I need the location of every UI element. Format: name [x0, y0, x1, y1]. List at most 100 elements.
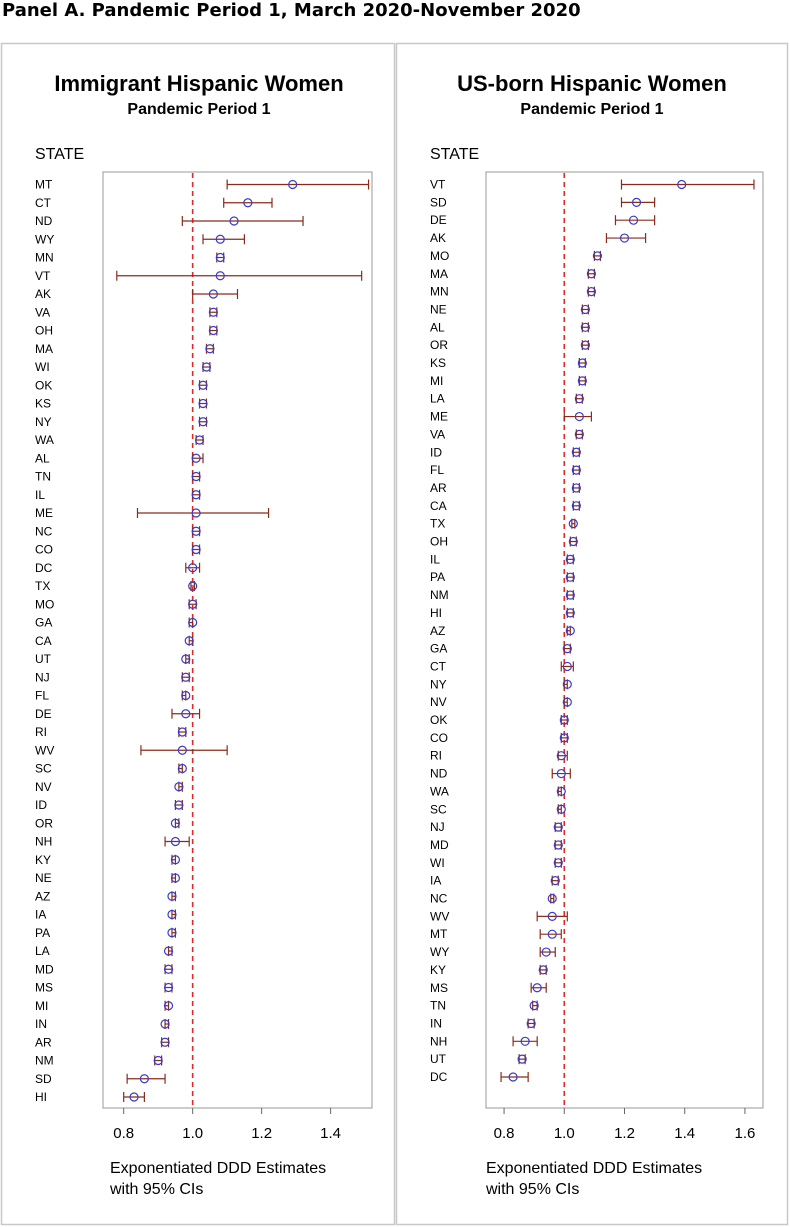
point-estimate [586, 269, 596, 279]
point-estimate [628, 215, 639, 225]
state-label: WI [430, 856, 445, 870]
state-label: IL [430, 552, 440, 566]
figure-box-right [395, 42, 789, 1226]
state-label: AL [430, 320, 445, 334]
state-label: LA [35, 944, 50, 958]
state-label: CO [35, 543, 53, 557]
state-label: NE [430, 302, 447, 316]
point-estimate [631, 197, 642, 207]
point-estimate [571, 447, 581, 457]
point-estimate [556, 751, 566, 761]
state-label: NM [35, 1054, 54, 1068]
x-tick-label: 1.2 [614, 1125, 635, 1142]
state-label: NY [35, 415, 52, 429]
state-label: WY [35, 232, 54, 246]
state-label: NV [35, 780, 52, 794]
point-estimate [559, 715, 569, 725]
point-estimate [205, 344, 215, 354]
point-estimate [188, 617, 198, 628]
point-estimate [568, 536, 578, 547]
state-label: ID [35, 798, 47, 812]
row-header: STATE [430, 146, 479, 163]
state-label: WY [430, 945, 449, 959]
point-estimate [201, 362, 212, 372]
point-estimate [571, 465, 581, 475]
state-label: MN [430, 285, 449, 299]
state-label: SC [430, 802, 447, 816]
state-label: ME [430, 410, 448, 424]
point-estimate [526, 1018, 536, 1029]
state-label: UT [35, 652, 52, 666]
point-estimate [565, 554, 575, 564]
point-estimate [174, 782, 184, 792]
state-label: WV [35, 743, 54, 757]
point-estimate [586, 287, 596, 297]
state-label: OR [35, 816, 53, 830]
state-label: OK [35, 378, 52, 392]
state-label: MI [35, 999, 48, 1013]
state-label: TN [35, 470, 51, 484]
point-estimate [163, 1001, 174, 1011]
state-label: MO [35, 597, 54, 611]
point-estimate [571, 483, 581, 493]
state-label: GA [430, 642, 447, 656]
point-estimate [208, 289, 218, 299]
point-estimate [562, 697, 572, 707]
state-label: HI [35, 1090, 47, 1104]
point-estimate [520, 1036, 530, 1046]
state-label: WI [35, 360, 50, 374]
state-label: AZ [430, 624, 445, 638]
state-label: ID [430, 445, 442, 459]
point-estimate [160, 1037, 170, 1047]
state-label: DC [35, 561, 53, 575]
point-estimate [538, 965, 548, 975]
point-estimate [191, 471, 201, 482]
state-label: FL [35, 689, 49, 703]
state-label: MT [430, 927, 448, 941]
point-estimate [529, 1000, 539, 1011]
state-label: NY [430, 677, 447, 691]
state-label: ND [430, 767, 448, 781]
x-tick-label: 1.4 [320, 1125, 341, 1142]
state-label: ME [35, 506, 53, 520]
state-label: KY [35, 853, 51, 867]
state-label: KS [35, 397, 51, 411]
point-estimate [562, 643, 572, 654]
chart-immigrant-hispanic-women: Immigrant Hispanic Women Pandemic Period… [35, 71, 373, 1198]
state-label: IL [35, 488, 45, 502]
point-estimate [559, 733, 569, 743]
point-estimate [619, 233, 630, 243]
state-label: HI [430, 606, 442, 620]
point-estimate [565, 572, 575, 582]
state-label: AR [35, 1035, 52, 1049]
state-label: PA [430, 570, 445, 584]
point-estimate [541, 947, 551, 957]
point-estimate [547, 929, 557, 939]
point-estimate [556, 804, 566, 814]
state-label: OH [35, 324, 53, 338]
x-axis-label-line-1: Exponentiated DDD Estimates [110, 1160, 326, 1177]
point-estimate [167, 928, 177, 938]
state-label: DC [430, 1070, 448, 1084]
state-label: LA [430, 392, 445, 406]
point-estimate [129, 1092, 139, 1102]
point-estimate [574, 394, 584, 404]
point-estimate [191, 544, 201, 555]
point-estimate [163, 946, 174, 956]
state-label: MD [430, 838, 449, 852]
x-axis-label-line-2: with 95% CIs [109, 1181, 203, 1198]
point-estimate [577, 358, 587, 368]
state-label: IA [430, 874, 441, 888]
state-label: CO [430, 731, 448, 745]
state-label: RI [430, 749, 442, 763]
state-label: MS [35, 981, 53, 995]
state-label: NV [430, 695, 447, 709]
chart-subtitle: Pandemic Period 1 [520, 101, 663, 118]
plot-marks: 0.8 1.0 1.2 1.4 1.6 VT SD DE AK MO MA MN NE AL OR KS MI L… [430, 173, 755, 1142]
point-estimate [184, 636, 194, 646]
point-estimate [215, 234, 225, 244]
plot-marks: 0.8 1.0 1.2 1.4 MT CT ND WY MN VT AK VA OH MA WI OK KS NY… [35, 173, 370, 1142]
point-estimate [288, 179, 298, 190]
point-estimate [532, 983, 542, 993]
point-estimate [191, 526, 201, 536]
